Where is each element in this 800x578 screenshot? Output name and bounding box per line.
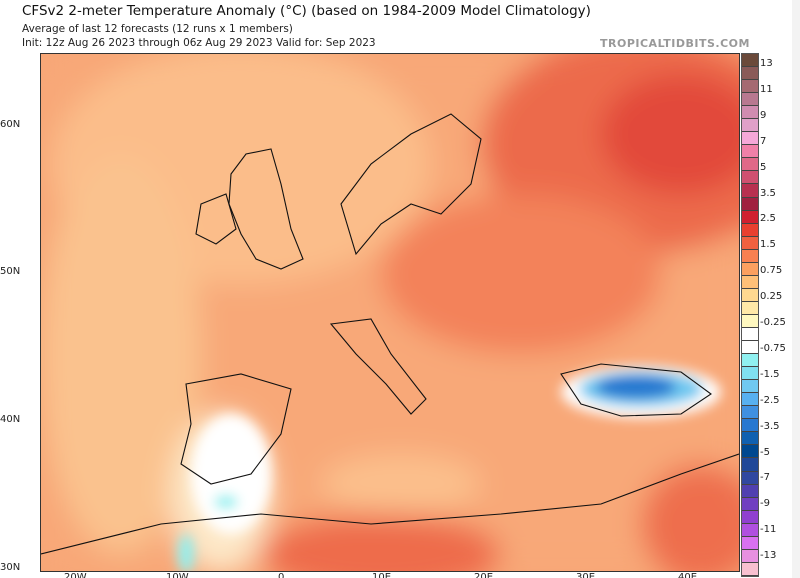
watermark: TROPICALTIDBITS.COM [600,37,750,50]
colorbar-swatch [742,93,758,107]
colorbar-swatch [742,301,758,315]
lat-label: 40N [0,414,21,425]
colorbar-swatch [742,341,758,355]
colorbar-swatch [742,184,758,198]
colorbar-swatch [742,158,758,172]
colorbar-swatch [742,275,758,289]
colorbar-swatch [742,536,758,550]
anomaly-map [40,53,740,572]
valid-time: Valid for: Sep 2023 [276,37,376,49]
lon-label: 10W [166,572,189,578]
lat-label: 50N [0,266,21,277]
colorbar-swatch [742,393,758,407]
colorbar-label: -13 [760,550,777,562]
colorbar-swatch [742,262,758,276]
colorbar-label: 13 [760,58,773,69]
colorbar-label: -9 [760,498,770,510]
lon-label: 30E [576,572,596,578]
colorbar-swatch [742,223,758,237]
colorbar-swatch [742,119,758,133]
colorbar-swatch [742,419,758,433]
lon-label: 0 [278,572,285,578]
colorbar-swatch [742,236,758,250]
colorbar-label: -0.75 [760,342,786,354]
colorbar-label: -1.5 [760,368,780,380]
colorbar-swatch [742,484,758,498]
colorbar-label: 3.5 [760,187,776,199]
colorbar-label: -7 [760,472,770,484]
colorbar-swatch [742,354,758,368]
lon-label: 10E [372,572,392,578]
colorbar-label: 0.75 [760,265,783,277]
lon-label: 20E [474,572,494,578]
colorbar-label: 9 [760,109,767,121]
colorbar-label: 11 [760,83,773,95]
colorbar-swatch [742,549,758,563]
colorbar-swatch [742,171,758,185]
colorbar-label: -5 [760,446,770,458]
colorbar-swatch [742,106,758,120]
colorbar-label: 5 [760,161,767,173]
scrollbar[interactable] [792,0,800,578]
colorbar-swatch [742,458,758,472]
colorbar-label: -3.5 [760,420,780,432]
colorbar-swatch [742,406,758,420]
colorbar-swatch [742,432,758,446]
colorbar-swatch [742,367,758,381]
colorbar-label: -11 [760,524,777,536]
colorbar-label: 1.5 [760,239,776,251]
chart-title: CFSv2 2-meter Temperature Anomaly (°C) (… [22,3,591,19]
colorbar-swatch [742,197,758,211]
colorbar-swatch [742,67,758,81]
colorbar-label: -2.5 [760,394,780,406]
colorbar-label: 7 [760,135,767,147]
colorbar-swatch [742,145,758,159]
colorbar-swatch [742,445,758,459]
init-time: Init: 12z Aug 26 2023 through 06z Aug 29… [22,37,273,49]
colorbar-swatch [742,562,758,576]
colorbar-label: 2.5 [760,213,776,225]
lon-label: 40E [678,572,698,578]
colorbar-swatch [742,523,758,537]
colorbar-swatch [742,510,758,524]
subtitle: Average of last 12 forecasts (12 runs x … [22,23,293,35]
colorbar-swatch [742,497,758,511]
colorbar-swatch [742,249,758,263]
colorbar-swatch [742,80,758,94]
colorbar-swatch [742,471,758,485]
colorbar-label: -0.25 [760,317,786,328]
colorbar-swatch [742,288,758,302]
colorbar-swatch [742,327,758,342]
colorbar-swatch [742,54,758,68]
colorbar-swatch [742,210,758,224]
colorbar [741,53,759,577]
colorbar-label: 0.25 [760,291,783,303]
colorbar-swatch [742,314,758,328]
colorbar-swatch [742,380,758,394]
lat-label: 60N [0,119,21,130]
lat-label: 30N [0,562,21,573]
map-shading [41,54,739,571]
lon-label: 20W [64,572,87,578]
colorbar-swatch [742,132,758,146]
